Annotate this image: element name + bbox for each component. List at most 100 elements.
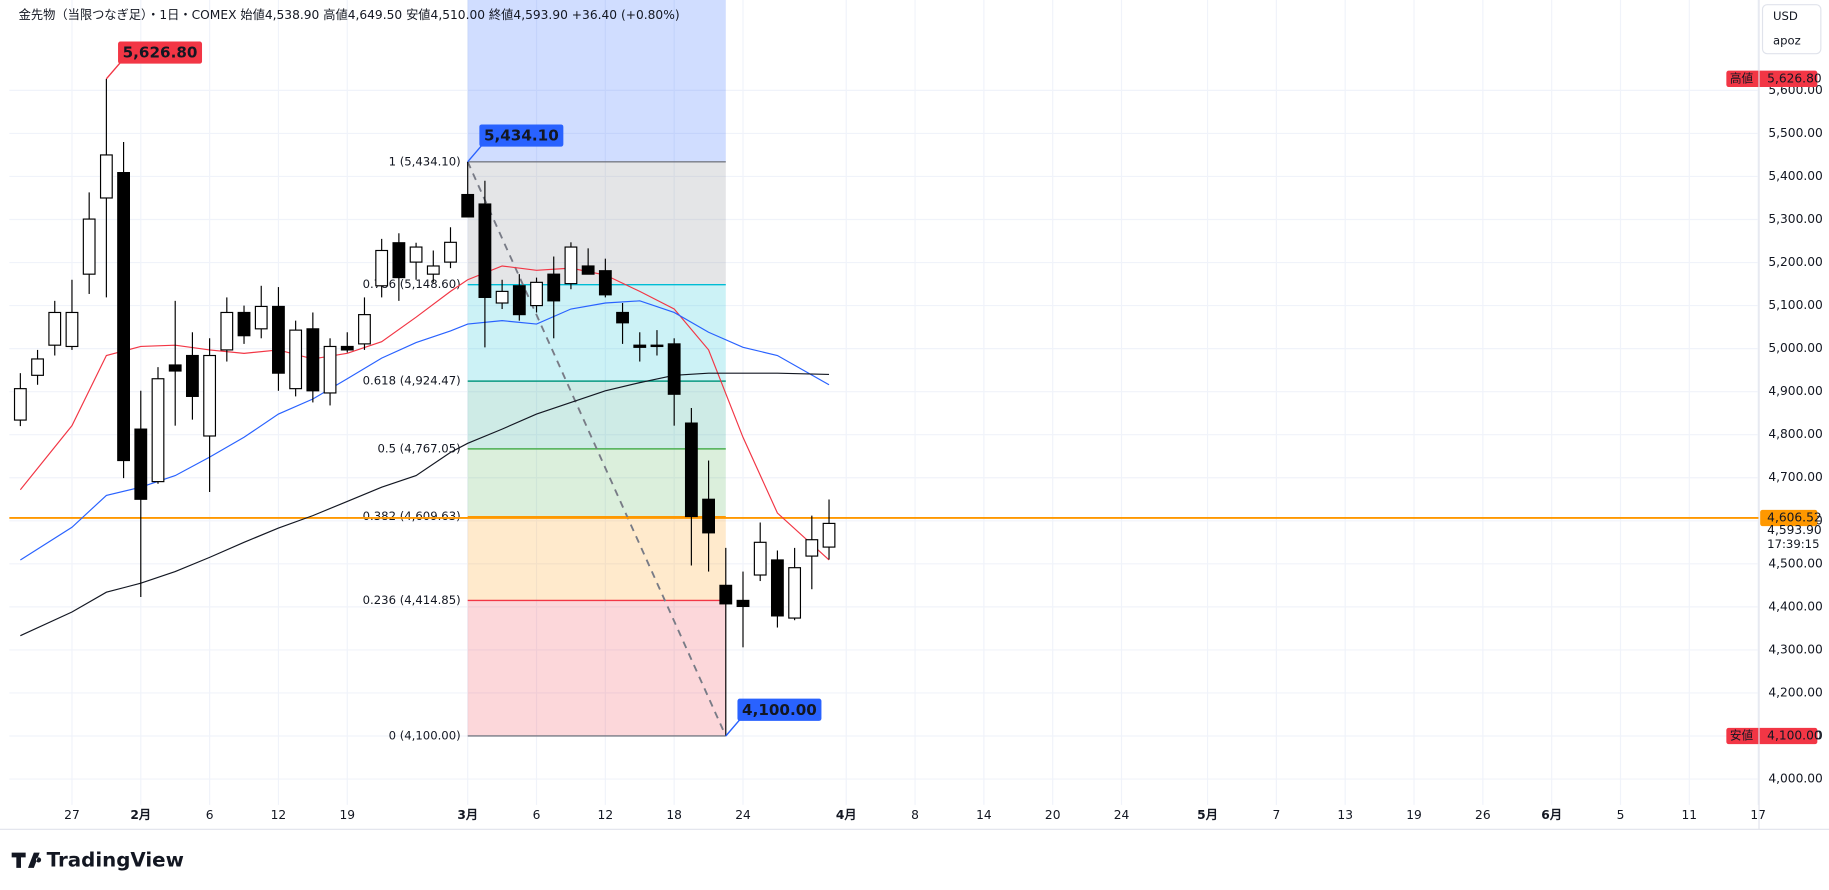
candle-body <box>512 285 526 316</box>
candle-body <box>805 539 819 557</box>
fib-zone <box>467 161 726 285</box>
x-tick-label: 13 <box>1337 808 1353 822</box>
candle-body <box>409 246 423 263</box>
y-tick-label: 5,300.00 <box>1768 212 1822 226</box>
callout-box <box>737 698 822 721</box>
candle-body <box>719 584 733 605</box>
ohlc-label: 高値 <box>323 7 347 22</box>
fib-zone <box>467 284 726 382</box>
currency[interactable]: USD <box>1773 9 1798 23</box>
candle-body <box>65 311 79 348</box>
price-tag-value: 4,606.52 <box>1767 510 1821 524</box>
symbol: 金先物（当限つなぎ足）・1日・COMEX <box>19 7 237 22</box>
currency-box[interactable] <box>1761 4 1822 55</box>
fib-label: 0 (4,100.00) <box>389 728 461 742</box>
callout-box <box>118 41 203 64</box>
y-tick-label: 4,500.00 <box>1768 556 1822 570</box>
candle-body <box>444 241 457 263</box>
x-tick-label: 20 <box>1045 808 1061 822</box>
x-tick-label: 5 <box>1617 808 1625 822</box>
ohlc-label: 終値 <box>489 7 513 22</box>
candle-body <box>736 599 750 608</box>
candle-body <box>13 388 27 421</box>
fib-label: 0.5 (4,767.05) <box>377 441 460 455</box>
candle-body <box>598 270 612 296</box>
fib-zone <box>467 516 726 601</box>
callout-label: 4,100.00 <box>742 701 817 719</box>
candle-body <box>289 329 303 390</box>
price-tag-name: 安値 <box>1730 728 1754 742</box>
candle-body <box>82 218 96 275</box>
candle-body <box>684 422 698 518</box>
candle-body <box>753 541 767 576</box>
candle-body <box>31 358 44 376</box>
logo-icon <box>11 852 42 868</box>
candle-body <box>426 265 440 275</box>
y-tick-label: 4,200.00 <box>1768 685 1822 699</box>
last-price: 4,593.90 <box>1767 523 1821 537</box>
price-tag-name: 高値 <box>1730 71 1754 85</box>
countdown: 17:39:15 <box>1767 537 1819 551</box>
candle-body <box>650 344 664 348</box>
fib-trend <box>466 161 727 737</box>
ohlc-value: 4,510.00 <box>431 8 485 22</box>
candle-body <box>461 193 475 218</box>
logo[interactable]: TradingView <box>11 848 184 871</box>
callout-pointer <box>105 62 121 80</box>
callout-box <box>479 124 564 147</box>
y-tick-label: 4,400.00 <box>1768 599 1822 613</box>
candle-body <box>323 345 337 394</box>
candle-body <box>237 311 251 337</box>
candle-body <box>254 305 268 330</box>
y-tick-label: 5,100.00 <box>1768 298 1822 312</box>
candle-body <box>117 172 130 462</box>
candle-body <box>667 343 681 395</box>
x-tick-label: 27 <box>64 808 80 822</box>
candle-body <box>788 567 802 619</box>
candle-body <box>702 498 716 534</box>
x-tick-label: 5月 <box>1197 808 1218 822</box>
price-tag-value: 4,100.00 <box>1767 728 1821 742</box>
fib-zone <box>467 381 726 449</box>
fib-label: 0.382 (4,609.63) <box>363 509 461 523</box>
fib-zone <box>467 600 726 736</box>
price-tag <box>1726 70 1818 88</box>
callout-pointer <box>725 719 741 737</box>
callout-label: 5,626.80 <box>123 44 198 62</box>
candle-body <box>633 344 647 348</box>
ohlc-value: 4,649.50 <box>348 8 402 22</box>
x-tick-label: 4月 <box>836 808 857 822</box>
x-tick-label: 26 <box>1475 808 1491 822</box>
callout-label: 5,434.10 <box>484 127 559 145</box>
x-tick-label: 11 <box>1682 808 1698 822</box>
x-tick-label: 6月 <box>1541 808 1562 822</box>
x-tick-label: 6 <box>206 808 214 822</box>
account[interactable]: apoz <box>1773 33 1801 47</box>
x-tick-label: 12 <box>598 808 614 822</box>
header: 金先物（当限つなぎ足）・1日・COMEX 始値4,538.90 高値4,649.… <box>19 7 680 22</box>
candle-body <box>306 328 320 392</box>
candle-body <box>375 249 389 287</box>
y-tick-label: 4,000.00 <box>1768 772 1822 786</box>
x-tick-label: 19 <box>1406 808 1422 822</box>
candle-body <box>220 311 234 351</box>
x-tick-label: 6 <box>533 808 541 822</box>
ohlc-value: 4,538.90 <box>265 8 319 22</box>
candle-body <box>151 378 165 483</box>
fib-label: 0.618 (4,924.47) <box>363 374 461 388</box>
candle-body <box>770 559 784 617</box>
grid <box>9 0 1760 805</box>
price-tag <box>1760 509 1818 527</box>
fib-zone <box>467 448 726 517</box>
x-tick-label: 12 <box>271 808 287 822</box>
candle-body <box>581 265 595 275</box>
fib-label: 0.236 (4,414.85) <box>363 593 461 607</box>
candle-body <box>530 281 543 307</box>
ohlc-label: 始値 <box>240 7 264 22</box>
x-tick-label: 24 <box>735 808 751 822</box>
candle-body <box>822 522 836 548</box>
candle-body <box>272 305 285 374</box>
change: +36.40 (+0.80%) <box>572 8 680 22</box>
ohlc-value: 4,593.90 <box>513 8 567 22</box>
moving-average <box>20 300 830 561</box>
